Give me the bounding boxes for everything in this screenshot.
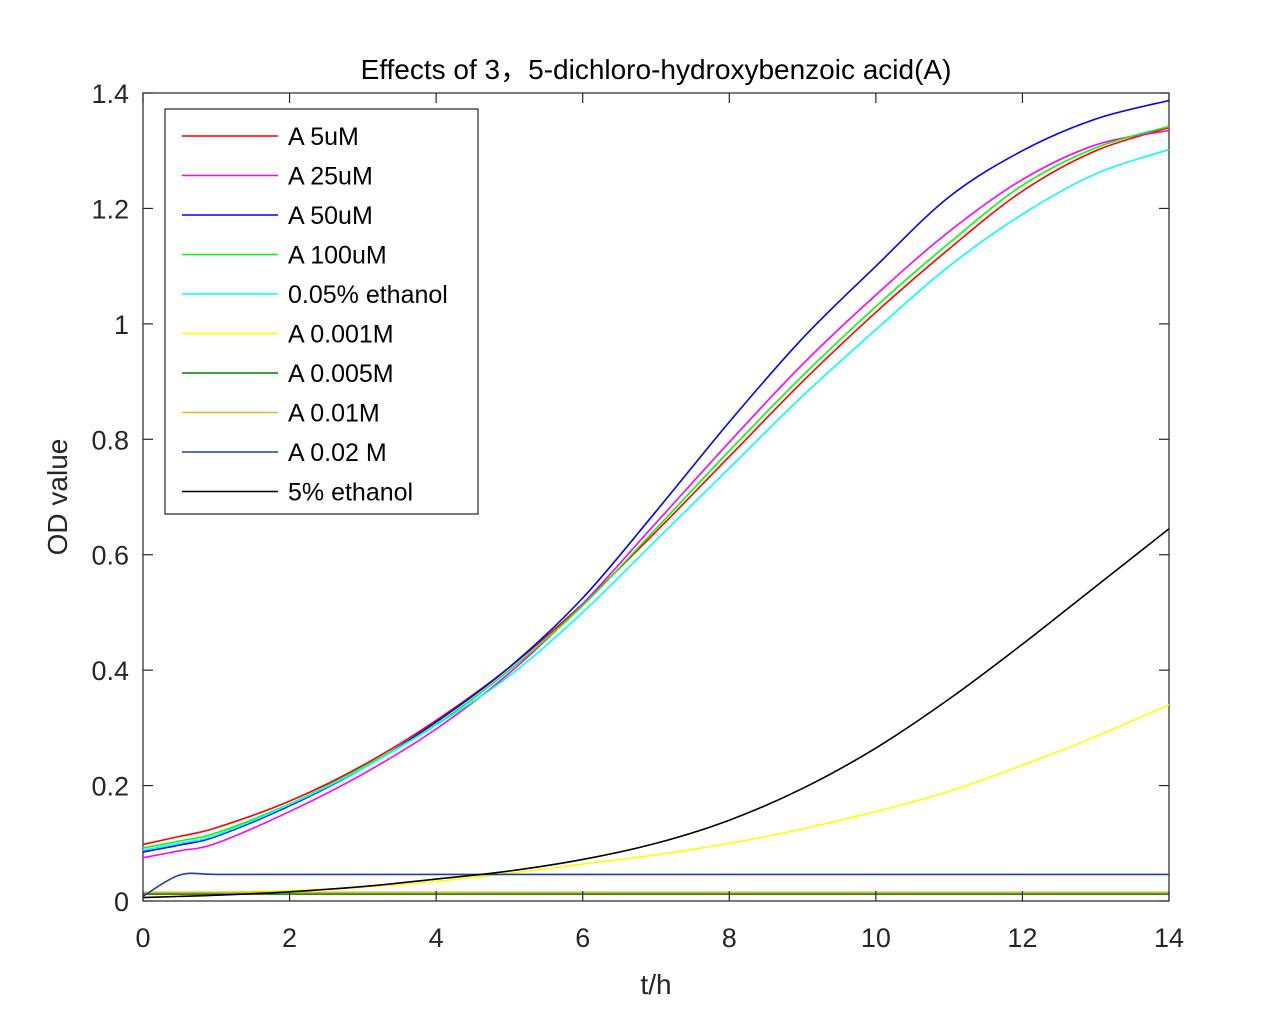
series-line-0-05-ethanol <box>142 148 1170 851</box>
legend-label-a-100um: A 100uM <box>288 242 387 270</box>
legend-label-0-05-ethanol: 0.05% ethanol <box>288 281 448 309</box>
y-tick-label: 1.4 <box>91 79 129 109</box>
y-tick-label: 0.8 <box>91 425 129 455</box>
x-tick-label: 0 <box>135 923 150 953</box>
legend-label-a-5um: A 5uM <box>288 123 359 151</box>
legend-label-5-ethanol: 5% ethanol <box>288 479 413 507</box>
legend-label-a-0-02-m: A 0.02 M <box>288 439 387 467</box>
x-tick-label: 12 <box>1007 923 1037 953</box>
y-tick-label: 0.2 <box>91 772 129 802</box>
series-layer <box>142 99 1170 899</box>
legend-label-a-0-005m: A 0.005M <box>288 360 394 388</box>
y-tick-label: 1 <box>114 310 129 340</box>
legend: A 5uM A 25uM A 50uM A 100uM 0.05% ethanol A 0… <box>164 108 479 515</box>
legend-label-a-0-001m: A 0.001M <box>288 321 394 349</box>
series-line-a-0-02-m <box>142 872 1169 898</box>
series-line-a-5um <box>142 126 1170 846</box>
y-axis-label: OD value <box>42 439 73 556</box>
series-line-a-0-001m <box>142 704 1170 895</box>
x-tick-label: 4 <box>429 923 444 953</box>
x-tick-label: 10 <box>861 923 891 953</box>
x-tick-label: 8 <box>722 923 737 953</box>
series-line-5-ethanol <box>142 528 1170 899</box>
series-line-a-25um <box>142 129 1170 859</box>
x-axis-label: t/h <box>640 969 671 1000</box>
legend-label-a-50um: A 50uM <box>288 202 373 230</box>
y-tick-label: 0.4 <box>91 656 129 686</box>
x-axis: 0 2 4 6 8 10 12 14 <box>135 93 1184 953</box>
y-tick-label: 0.6 <box>91 541 129 571</box>
y-tick-label: 1.2 <box>91 194 129 224</box>
y-axis: 0 0.2 0.4 0.6 0.8 1 1.2 1.4 <box>91 79 1169 917</box>
x-tick-label: 14 <box>1154 923 1184 953</box>
legend-label-a-25um: A 25uM <box>288 163 373 191</box>
legend-label-a-0-01m: A 0.01M <box>288 400 380 428</box>
x-tick-label: 2 <box>282 923 297 953</box>
y-tick-label: 0 <box>114 887 129 917</box>
x-tick-label: 6 <box>575 923 590 953</box>
legend-box <box>164 108 479 515</box>
chart-title: Effects of 3，5-dichloro-hydroxybenzoic a… <box>361 54 952 85</box>
series-line-a-50um <box>142 99 1170 853</box>
